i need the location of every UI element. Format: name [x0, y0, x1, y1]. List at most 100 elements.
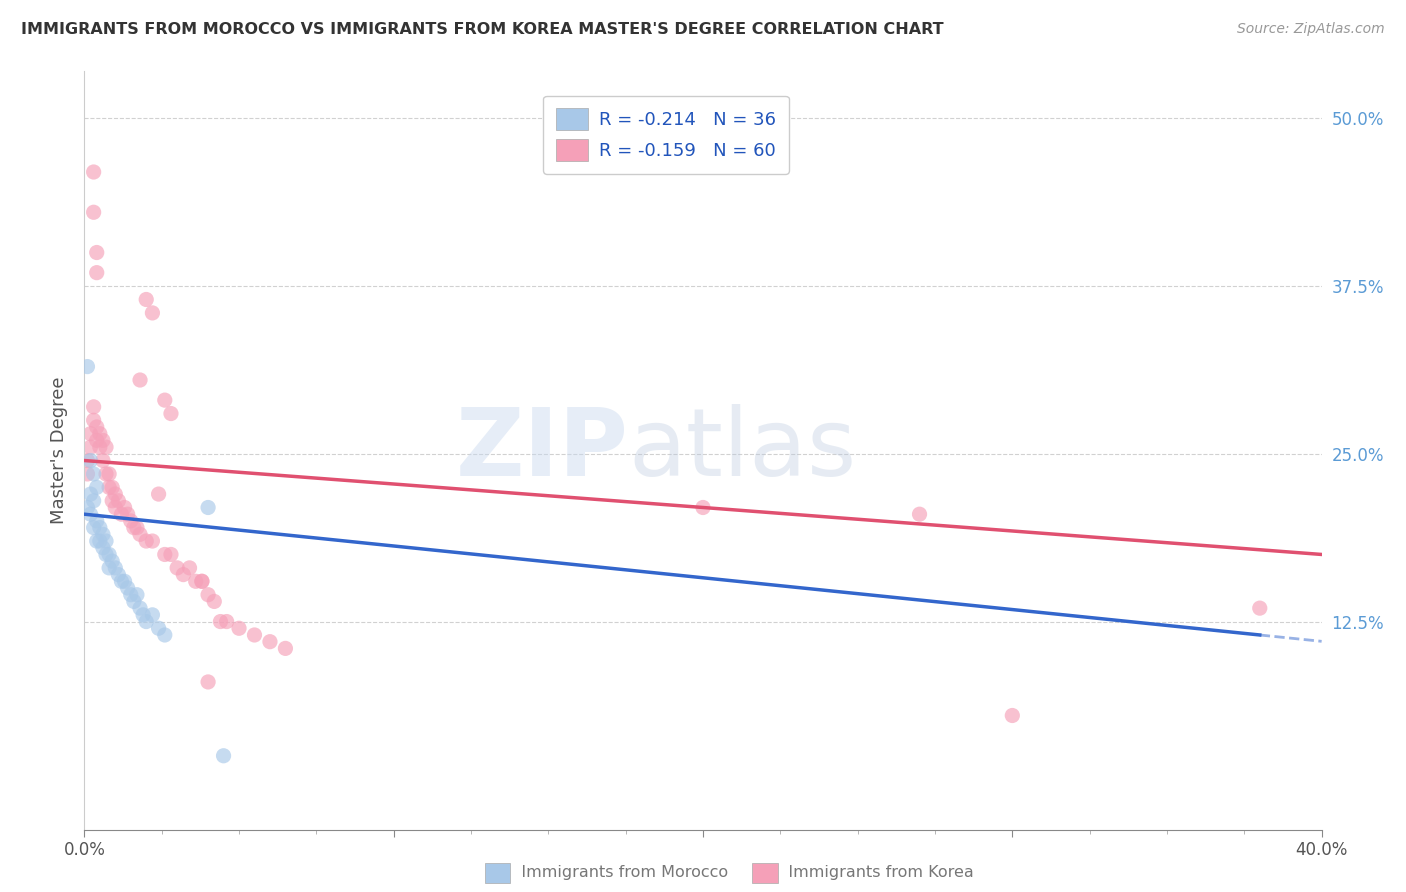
Point — [101, 480, 124, 494]
Point — [197, 675, 219, 690]
Point — [209, 615, 232, 629]
Point — [1001, 708, 1024, 723]
Point — [94, 548, 117, 562]
Point — [141, 306, 163, 320]
Text: ZIP: ZIP — [456, 404, 628, 497]
Point — [114, 574, 136, 589]
Point — [148, 487, 170, 501]
Point — [153, 548, 176, 562]
Point — [166, 561, 188, 575]
Point — [274, 641, 297, 656]
Point — [86, 534, 108, 549]
Point — [135, 615, 157, 629]
Point — [243, 628, 266, 642]
Point — [76, 500, 98, 515]
Point — [83, 467, 105, 481]
Point — [83, 400, 105, 414]
Point — [79, 453, 101, 467]
Point — [94, 534, 117, 549]
Point — [122, 521, 145, 535]
Point — [160, 548, 183, 562]
Point — [110, 507, 132, 521]
Point — [184, 574, 207, 589]
Point — [98, 467, 121, 481]
Text: IMMIGRANTS FROM MOROCCO VS IMMIGRANTS FROM KOREA MASTER'S DEGREE CORRELATION CHA: IMMIGRANTS FROM MOROCCO VS IMMIGRANTS FR… — [21, 22, 943, 37]
Point — [107, 567, 129, 582]
Point — [141, 534, 163, 549]
Point — [125, 521, 148, 535]
Point — [86, 266, 108, 280]
Point — [98, 548, 121, 562]
Point — [86, 434, 108, 448]
Point — [172, 567, 194, 582]
Point — [76, 467, 98, 481]
Y-axis label: Master's Degree: Master's Degree — [49, 376, 67, 524]
Point — [91, 541, 114, 555]
Point — [120, 514, 142, 528]
Point — [76, 359, 98, 374]
Point — [94, 467, 117, 481]
Point — [153, 628, 176, 642]
Point — [79, 426, 101, 441]
Point — [153, 393, 176, 408]
Point — [83, 413, 105, 427]
Point — [83, 205, 105, 219]
Point — [259, 634, 281, 648]
Point — [148, 621, 170, 635]
Point — [135, 534, 157, 549]
Point — [110, 574, 132, 589]
Point — [197, 588, 219, 602]
Point — [135, 293, 157, 307]
Point — [91, 453, 114, 467]
Point — [120, 588, 142, 602]
Point — [86, 480, 108, 494]
Point — [101, 554, 124, 568]
Point — [86, 420, 108, 434]
Point — [91, 527, 114, 541]
Point — [191, 574, 214, 589]
Point — [79, 507, 101, 521]
Point — [114, 500, 136, 515]
Point — [76, 453, 98, 467]
Point — [89, 426, 111, 441]
Point — [94, 440, 117, 454]
Point — [202, 594, 225, 608]
Point — [89, 440, 111, 454]
Point — [98, 561, 121, 575]
Point — [104, 561, 127, 575]
Point — [692, 500, 714, 515]
Point — [122, 594, 145, 608]
Point — [129, 527, 152, 541]
Point — [160, 407, 183, 421]
Point — [117, 581, 139, 595]
Point — [91, 434, 114, 448]
Point — [908, 507, 931, 521]
Point — [125, 588, 148, 602]
Point — [86, 514, 108, 528]
Point — [79, 440, 101, 454]
Text: Immigrants from Korea: Immigrants from Korea — [773, 865, 974, 880]
Point — [228, 621, 250, 635]
Point — [141, 607, 163, 622]
Text: atlas: atlas — [628, 404, 858, 497]
Point — [104, 487, 127, 501]
Point — [129, 373, 152, 387]
Point — [83, 521, 105, 535]
Point — [191, 574, 214, 589]
Point — [86, 245, 108, 260]
Text: Source: ZipAtlas.com: Source: ZipAtlas.com — [1237, 22, 1385, 37]
Point — [132, 607, 155, 622]
Point — [129, 601, 152, 615]
Legend: R = -0.214   N = 36, R = -0.159   N = 60: R = -0.214 N = 36, R = -0.159 N = 60 — [543, 95, 789, 174]
Point — [79, 487, 101, 501]
Point — [89, 521, 111, 535]
Text: Immigrants from Morocco: Immigrants from Morocco — [506, 865, 728, 880]
Point — [212, 748, 235, 763]
Point — [83, 493, 105, 508]
Point — [107, 493, 129, 508]
Point — [104, 500, 127, 515]
Point — [117, 507, 139, 521]
Point — [101, 493, 124, 508]
Point — [215, 615, 238, 629]
Point — [197, 500, 219, 515]
